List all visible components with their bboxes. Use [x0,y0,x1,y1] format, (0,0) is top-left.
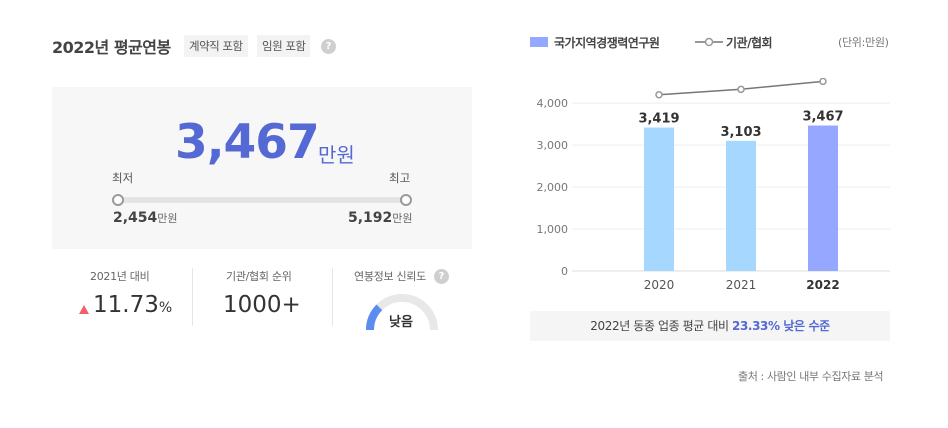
salary-summary-box [52,87,472,249]
y-tick-label: 2,000 [537,181,569,194]
y-tick-label: 1,000 [537,223,569,236]
range-max-dot [400,194,412,206]
bar-2020 [644,127,674,271]
page-title: 2022년 평균연봉 [52,38,171,57]
reliability-gauge [366,294,438,331]
x-tick-label: 2021 [726,278,757,292]
stat-divider [332,268,333,326]
industry-comparison: 2022년 동종 업종 평균 대비 23.33% 낮은 수준 [530,311,890,341]
chart-unit-label: (단위:만원) [838,36,889,49]
yoy-change-unit: % [158,300,173,316]
legend-bar-swatch [530,37,548,47]
yoy-change-value: 11.73% [93,292,172,318]
stat-divider [192,268,193,326]
y-tick-label: 0 [561,265,568,278]
line-point-2022 [819,78,827,86]
line-point-2020 [655,91,663,99]
min-salary-value: 2,454만원 [113,210,178,226]
bar-value-label: 3,419 [638,112,679,127]
legend-line-label: 기관/협회 [726,36,773,50]
legend-line-swatch [695,37,723,47]
gauge-fill [366,304,383,331]
question-icon[interactable]: ? [321,39,336,54]
average-salary-unit: 만원 [318,143,355,167]
comparison-prefix: 2022년 동종 업종 평균 대비 [590,319,729,333]
salary-range-track [118,197,406,203]
max-salary-number: 5,192 [348,210,393,226]
max-salary-unit: 만원 [392,212,413,225]
arrow-up-icon [79,305,89,314]
legend-bar-label: 국가지역경쟁력연구원 [554,36,660,50]
y-tick-label: 3,000 [537,139,569,152]
min-salary-label: 최저 [112,171,134,185]
comparison-highlight: 23.33% 낮은 수준 [732,319,830,333]
min-salary-unit: 만원 [157,212,178,225]
line-point-2021 [737,85,745,94]
reliability-label: 연봉정보 신뢰도 [354,270,426,283]
min-salary-number: 2,454 [113,210,158,226]
tag-contract-included: 계약직 포함 [184,35,248,57]
question-icon[interactable]: ? [434,269,449,284]
reliability-value: 낮음 [389,315,413,330]
average-salary-value: 3,467 [175,115,320,170]
bar-2021 [726,140,756,271]
x-tick-label: 2020 [644,278,675,292]
range-min-dot [112,194,124,206]
x-tick-label: 2022 [806,278,839,292]
yoy-change-number: 11.73 [93,292,159,318]
rank-value: 1000+ [223,292,301,318]
salary-chart: 4,000 3,000 2,000 1,000 0 3,419 2020 3,103 2021 3… [537,78,890,292]
y-tick-label: 4,000 [537,97,569,110]
tag-executive-included: 임원 포함 [257,35,311,57]
yoy-change-label: 2021년 대비 [90,270,150,283]
data-source: 출처 : 사람인 내부 수집자료 분석 [738,370,884,383]
bar-value-label: 3,103 [720,125,761,140]
max-salary-value: 5,192만원 [348,210,413,226]
max-salary-label: 최고 [389,171,411,185]
bar-value-label: 3,467 [802,110,843,125]
bar-2022 [808,125,838,271]
rank-label: 기관/협회 순위 [226,270,292,283]
